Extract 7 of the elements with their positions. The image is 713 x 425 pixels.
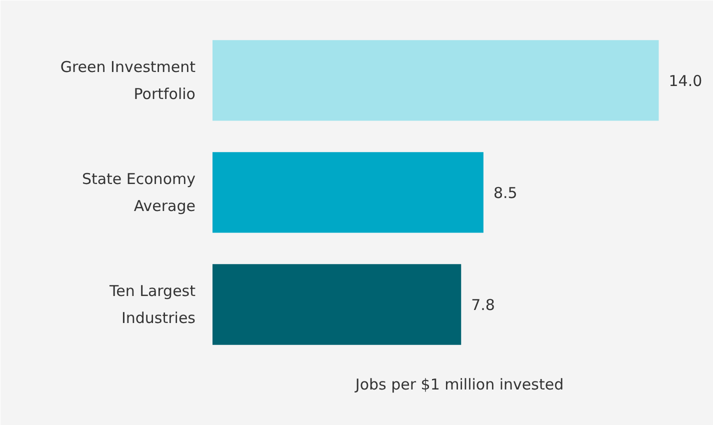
data-label: 14.0 bbox=[668, 72, 702, 90]
y-tick-label: Ten Largest Industries bbox=[108, 282, 196, 327]
data-label: 8.5 bbox=[493, 184, 518, 202]
data-label: 7.8 bbox=[471, 296, 495, 314]
x-axis-title: Jobs per $1 million invested bbox=[354, 376, 564, 394]
y-tick-label: Green Investment Portfolio bbox=[60, 58, 196, 103]
y-tick-label: State Economy Average bbox=[82, 170, 196, 215]
